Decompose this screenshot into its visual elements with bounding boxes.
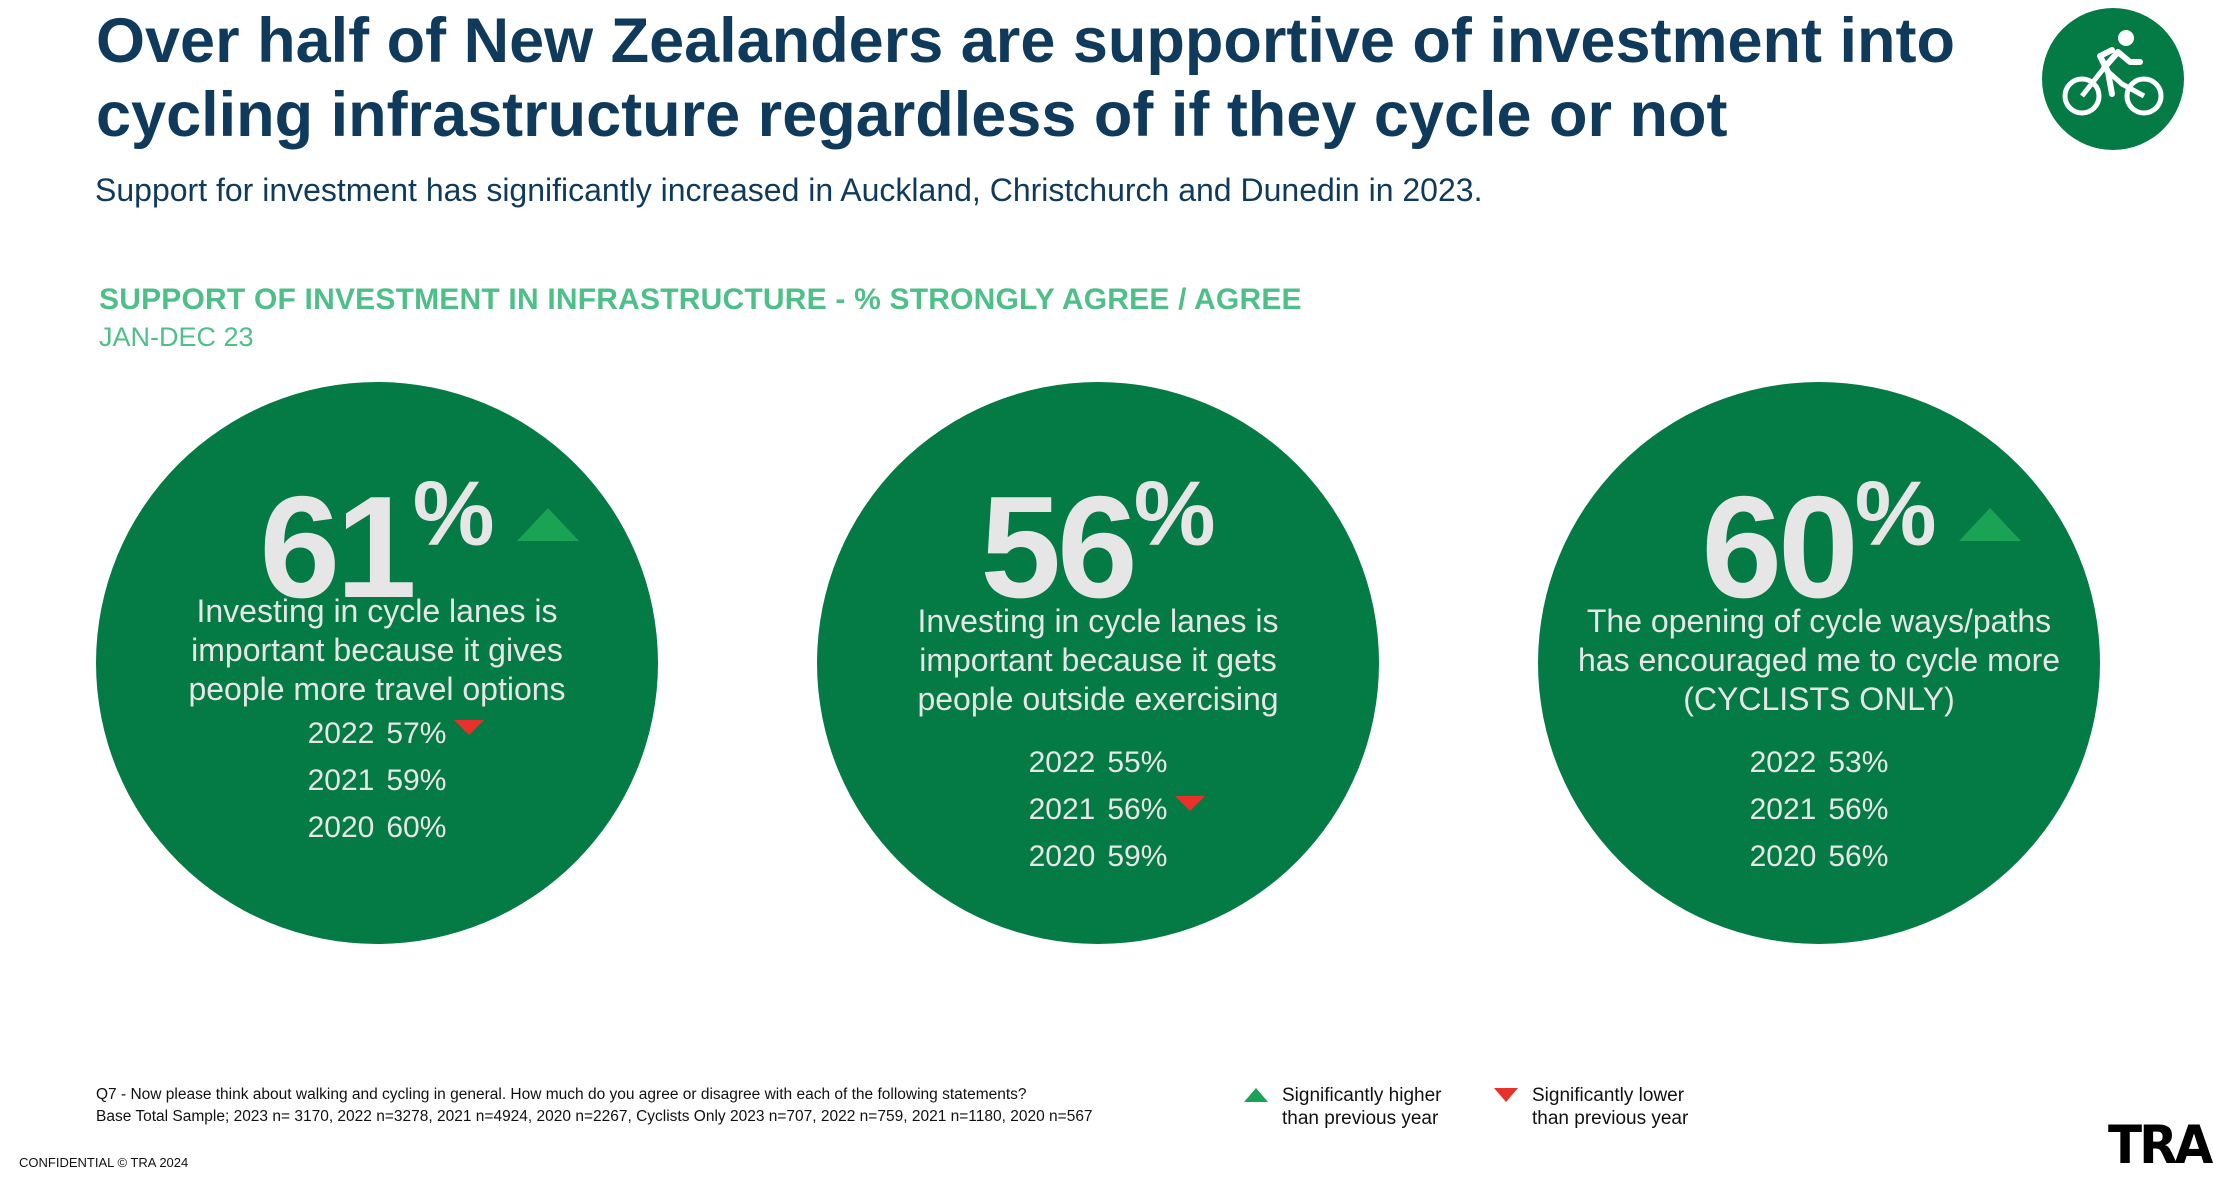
stat-value: 60% (1701, 463, 1937, 628)
significantly-higher-icon (1959, 508, 2021, 541)
footnote: Q7 - Now please think about walking and … (96, 1084, 1093, 1128)
legend-label: Significantly higher (1282, 1085, 1442, 1106)
footnote-base: Base Total Sample; 2023 n= 3170, 2022 n=… (96, 1108, 1093, 1125)
history-row: 2020 56% (1749, 840, 1889, 873)
stat-history: 2022 53% 2021 56% 2020 56% (1538, 739, 2100, 880)
legend-significantly-lower: Significantly lower than previous year (1494, 1084, 1689, 1130)
legend-significantly-higher: Significantly higher than previous year (1244, 1084, 1442, 1130)
page-subtitle: Support for investment has significantly… (95, 172, 1483, 208)
history-row: 2021 56% (817, 786, 1379, 833)
stat-description: The opening of cycle ways/paths has enco… (1577, 603, 2061, 717)
footnote-question: Q7 - Now please think about walking and … (96, 1086, 1027, 1103)
section-title: SUPPORT OF INVESTMENT IN INFRASTRUCTURE … (99, 283, 1302, 316)
stat-circle-travel-options: 61% Investing in cycle lanes is importan… (96, 382, 658, 944)
section-period: JAN-DEC 23 (99, 322, 254, 352)
significantly-higher-icon (517, 508, 579, 541)
cyclist-icon (2062, 30, 2164, 116)
triangle-up-icon (1244, 1088, 1268, 1102)
stat-value: 56% (980, 463, 1216, 628)
history-row: 2022 57% (96, 710, 658, 757)
legend-label: Significantly lower (1532, 1085, 1685, 1106)
page-title: Over half of New Zealanders are supporti… (96, 6, 1955, 150)
history-row: 2022 53% (1749, 746, 1889, 779)
tra-logo: TRA (2108, 1114, 2213, 1176)
history-row: 2021 59% (307, 764, 447, 797)
stat-history: 2022 55% 2021 56% 2020 59% (817, 739, 1379, 880)
significantly-lower-icon (454, 720, 485, 735)
stat-circle-exercising: 56% Investing in cycle lanes is importan… (817, 382, 1379, 944)
stat-value: 61% (259, 463, 495, 628)
stat-circle-cycle-ways: 60% The opening of cycle ways/paths has … (1538, 382, 2100, 944)
history-row: 2021 56% (1749, 793, 1889, 826)
cyclist-badge (2042, 8, 2184, 150)
history-row: 2022 55% (1028, 746, 1168, 779)
legend-label: than previous year (1532, 1108, 1689, 1129)
stat-description: Investing in cycle lanes is important be… (917, 603, 1279, 717)
history-row: 2020 60% (307, 811, 447, 844)
stat-description: Investing in cycle lanes is important be… (188, 593, 566, 707)
stat-history: 2022 57% 2021 59% 2020 60% (96, 710, 658, 851)
legend-label: than previous year (1282, 1108, 1439, 1129)
history-row: 2020 59% (1028, 840, 1168, 873)
confidential-notice: CONFIDENTIAL © TRA 2024 (19, 1155, 189, 1170)
significantly-lower-icon (1175, 796, 1206, 811)
triangle-down-icon (1494, 1088, 1518, 1102)
